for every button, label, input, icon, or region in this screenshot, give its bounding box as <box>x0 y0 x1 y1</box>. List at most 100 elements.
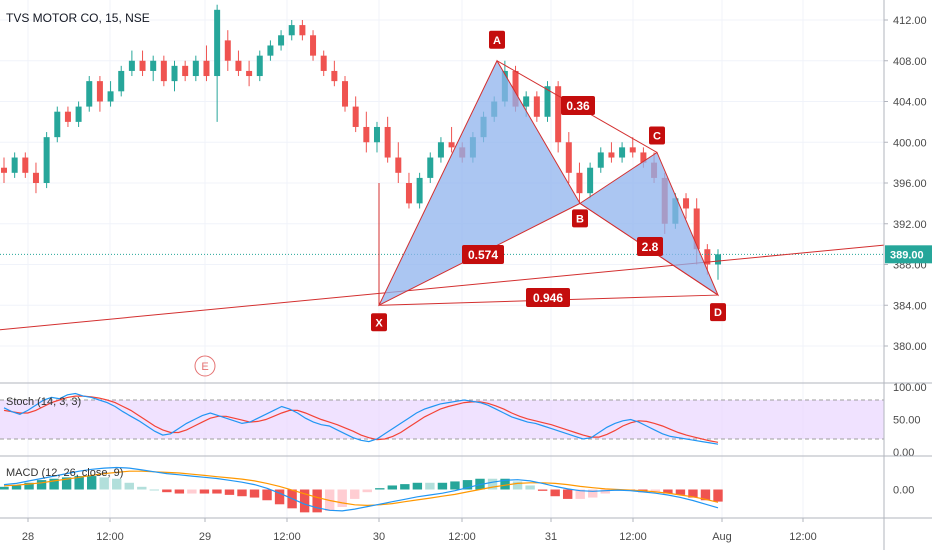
candle-body <box>1 167 7 173</box>
candle-body <box>416 177 423 204</box>
candle <box>405 172 412 209</box>
pattern-ratio-label: 2.8 <box>642 240 659 254</box>
macd-histogram-bar <box>487 478 498 490</box>
stoch-tick-label: 0.00 <box>893 447 914 459</box>
macd-histogram-bar <box>450 481 460 490</box>
candle <box>235 50 242 77</box>
pattern-point-d[interactable]: D <box>710 303 726 322</box>
candle <box>437 137 444 163</box>
candle <box>331 60 338 87</box>
candle-body <box>256 55 263 77</box>
candle <box>246 60 253 87</box>
candle-body <box>171 65 178 82</box>
macd-histogram-bar <box>550 489 560 497</box>
time-tick-label: 12:00 <box>448 531 476 543</box>
candle <box>310 30 317 61</box>
pattern-point-badge <box>710 303 726 322</box>
candle-body <box>629 147 636 153</box>
candle-body <box>75 106 82 122</box>
candle-body <box>331 70 338 82</box>
macd-histogram-bar <box>212 489 222 494</box>
pattern-point-b[interactable]: B <box>572 209 588 228</box>
candle <box>320 50 327 77</box>
macd-histogram-bar <box>112 478 122 490</box>
pattern-point-x[interactable]: X <box>371 313 387 332</box>
stochastic-title: Stoch (14, 3, 3) <box>6 396 81 408</box>
macd-histogram-bar <box>74 476 84 490</box>
candle-body <box>278 35 285 46</box>
macd-histogram-bar <box>600 489 610 494</box>
macd-histogram-bar <box>36 480 47 490</box>
candle <box>203 45 210 82</box>
pattern-ratio-0[interactable]: 0.36 <box>561 96 595 115</box>
candle-body <box>395 157 402 173</box>
time-tick-label: 29 <box>199 531 211 543</box>
candle-body <box>267 45 274 56</box>
time-tick-label: 12:00 <box>789 531 817 543</box>
pattern-point-c[interactable]: C <box>649 126 665 145</box>
macd-histogram-bar <box>362 489 372 493</box>
pattern-point-badge <box>572 209 588 228</box>
candle-body <box>555 86 562 143</box>
price-tick-label: 380.00 <box>893 341 927 353</box>
time-tick-label: 31 <box>545 531 557 543</box>
macd-histogram-bar <box>299 489 310 513</box>
candle <box>373 121 380 153</box>
price-tick-label: 396.00 <box>893 178 927 190</box>
candle <box>224 30 231 71</box>
pattern-ratio-2[interactable]: 2.8 <box>637 237 663 256</box>
macd-histogram-bar <box>162 489 172 493</box>
candle-body <box>373 126 380 143</box>
candle <box>256 50 263 82</box>
macd-histogram-bar <box>675 489 686 495</box>
candle <box>555 81 562 153</box>
event-marker[interactable]: E <box>194 355 216 377</box>
macd-histogram-bar <box>575 489 585 499</box>
macd-line <box>3 466 719 512</box>
candle-body <box>352 106 359 127</box>
candle <box>683 193 690 219</box>
candle <box>107 81 114 107</box>
candle <box>150 55 157 82</box>
time-tick-label: 12:00 <box>96 531 124 543</box>
candle-body <box>597 152 604 168</box>
event-marker-circle <box>194 355 216 377</box>
candle <box>416 172 423 209</box>
candle <box>160 55 167 87</box>
candle <box>118 65 125 97</box>
pattern-point-label: X <box>375 317 383 329</box>
candle-body <box>182 65 189 77</box>
time-tick-label: 12:00 <box>273 531 301 543</box>
harmonic-pattern[interactable]: X A B C D 0.36 0.574 2.8 0.946 E <box>0 30 885 377</box>
candle-body <box>427 157 434 178</box>
pattern-ratio-badge <box>526 288 570 307</box>
candle <box>576 162 583 204</box>
pattern-ratio-3[interactable]: 0.946 <box>526 288 570 307</box>
pattern-point-a[interactable]: A <box>489 30 505 49</box>
macd-histogram-bar <box>224 489 235 495</box>
candle-body <box>342 81 349 107</box>
stoch-tick-label: 50.00 <box>893 415 921 427</box>
macd-histogram-bar <box>237 489 247 497</box>
candle <box>533 91 540 122</box>
pattern-ratio-badge <box>561 96 595 115</box>
candle <box>597 147 604 173</box>
macd-histogram-bar <box>99 477 109 490</box>
macd-histogram-bar <box>350 489 360 499</box>
candle-body <box>64 111 71 122</box>
candle <box>267 40 274 61</box>
pattern-ratio-label: 0.574 <box>468 248 498 262</box>
candle-body <box>214 9 221 77</box>
macd-histogram-bar <box>149 489 160 491</box>
price-tick-label: 408.00 <box>893 56 927 68</box>
macd-histogram-bar <box>187 489 197 494</box>
candle-body <box>96 81 103 102</box>
pattern-ratio-1[interactable]: 0.574 <box>462 245 504 264</box>
stoch-k-line <box>3 392 719 445</box>
candle-body <box>715 254 721 265</box>
macd-title: MACD (12, 26, close, 9) <box>6 467 123 479</box>
macd-histogram-bar <box>400 484 410 490</box>
pattern-ratio-badge <box>462 245 504 264</box>
candle-body <box>160 60 167 82</box>
